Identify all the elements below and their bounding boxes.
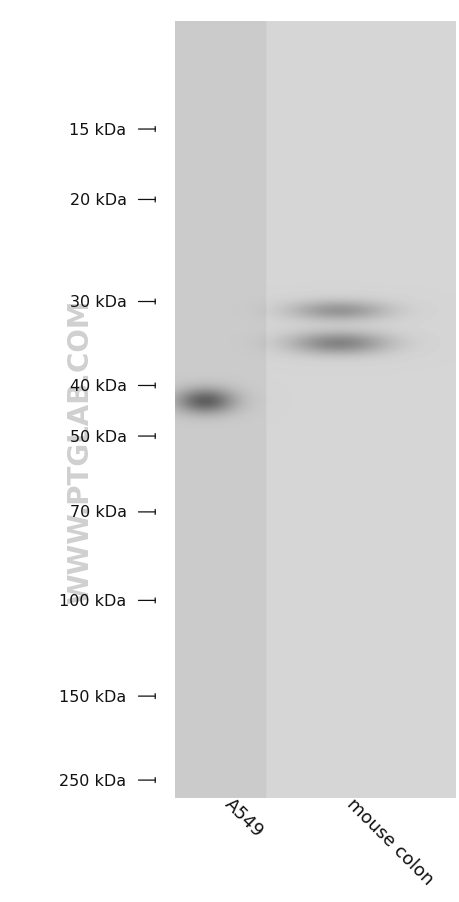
Text: 150 kDa: 150 kDa xyxy=(59,689,126,704)
Text: 100 kDa: 100 kDa xyxy=(59,594,126,608)
Text: 50 kDa: 50 kDa xyxy=(69,429,126,444)
Text: 40 kDa: 40 kDa xyxy=(69,379,126,393)
Text: 15 kDa: 15 kDa xyxy=(69,123,126,137)
Text: 250 kDa: 250 kDa xyxy=(59,773,126,787)
Text: 30 kDa: 30 kDa xyxy=(69,295,126,309)
Text: mouse colon: mouse colon xyxy=(342,795,436,888)
Text: 70 kDa: 70 kDa xyxy=(69,505,126,520)
Text: WWW.PTGLAB.COM: WWW.PTGLAB.COM xyxy=(67,299,94,603)
Text: 20 kDa: 20 kDa xyxy=(69,193,126,207)
Text: A549: A549 xyxy=(220,795,266,841)
